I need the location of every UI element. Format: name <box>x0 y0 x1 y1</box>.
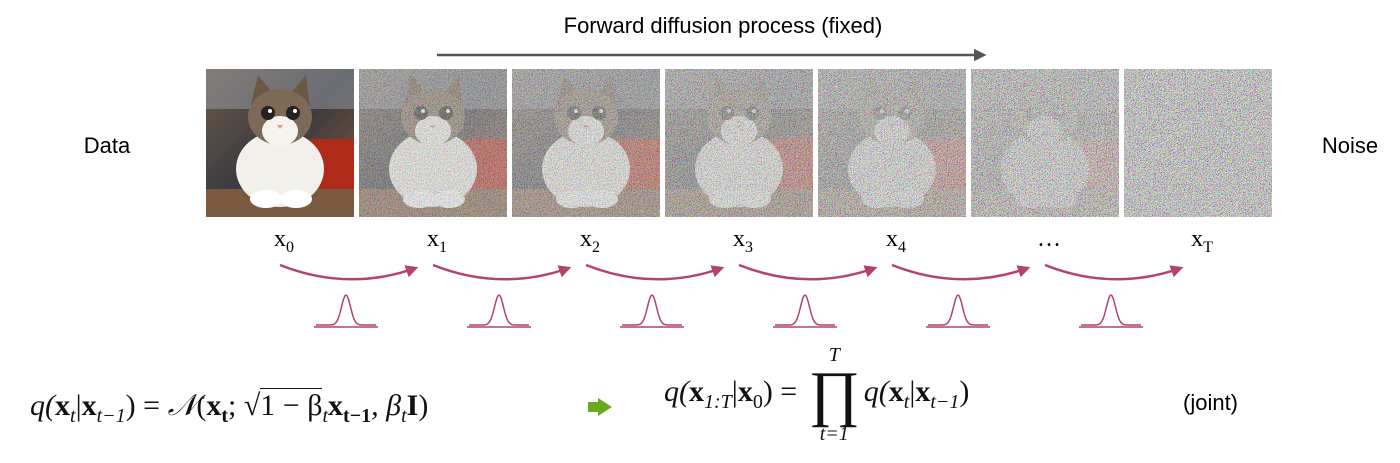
transition-arrow <box>738 263 878 281</box>
transition-arrow <box>1044 263 1184 281</box>
product: T ∏ t=1 <box>809 345 860 444</box>
frame: x1 <box>359 69 507 256</box>
formula-part: x <box>737 374 753 408</box>
formula-part: 0 <box>752 390 763 413</box>
frame: xT <box>1124 69 1272 256</box>
title: Forward diffusion process (fixed) <box>564 13 883 38</box>
gaussian-curve <box>775 294 835 326</box>
frame: x0 <box>206 69 354 256</box>
noise <box>818 69 966 217</box>
formula-part: 1:T <box>704 390 732 413</box>
frame-label-sub: T <box>1203 239 1213 256</box>
frame-label-sub: 4 <box>898 239 906 256</box>
implies-arrow <box>598 398 612 416</box>
frame-label: … <box>1037 226 1061 252</box>
frame-label-base: x <box>886 226 898 252</box>
transition-arrow <box>891 263 1031 281</box>
gaussian-curve <box>1081 294 1141 326</box>
right-label: Noise <box>1322 133 1378 158</box>
joint-formula: q(x1:T|x0) = T ∏ t=1 q(xt|xt−1) <box>664 345 969 444</box>
frame-label-sub: 3 <box>745 239 753 256</box>
frame-label-sub: 0 <box>286 239 294 256</box>
joint-right: q(xt|xt−1) <box>863 374 970 413</box>
formula-part: ; <box>227 389 244 422</box>
noise <box>359 69 507 217</box>
formula-part: ) <box>418 389 429 422</box>
noise <box>512 69 660 217</box>
frame-label-sub: 2 <box>592 239 600 256</box>
formula-part: x <box>689 374 704 408</box>
formula-part: 1 − β <box>260 388 323 422</box>
frame-label: x1 <box>427 226 447 256</box>
frame-label-base: x <box>427 226 439 252</box>
frame: x3 <box>665 69 813 256</box>
formula-part: t−1 <box>930 390 960 413</box>
noise <box>1124 69 1272 217</box>
formula-part: I <box>406 389 419 422</box>
formula-part: q( <box>30 389 55 422</box>
frame-label: x3 <box>733 226 753 256</box>
transition-arrow <box>585 263 725 281</box>
formula-part: ) = <box>125 389 168 422</box>
frame-label-base: x <box>580 226 592 252</box>
gaussian-curve <box>622 294 682 326</box>
product-symbol: ∏ <box>808 360 860 428</box>
formula-part: x <box>81 389 97 422</box>
frame-label: x4 <box>886 226 906 256</box>
formula-part: x <box>328 389 344 422</box>
formula-part: , β <box>371 389 402 422</box>
formula-part: ) = <box>762 374 805 408</box>
implies-arrow-tail <box>588 402 600 412</box>
noise <box>665 69 813 217</box>
noise <box>971 69 1119 217</box>
formula-part: | <box>909 374 916 408</box>
frame-label: x2 <box>580 226 600 256</box>
formula-part: x <box>55 389 70 422</box>
formula-part: x <box>206 389 222 422</box>
product-upper: T <box>828 344 840 366</box>
frame-label-sub: 1 <box>439 239 447 256</box>
frame-label-base: x <box>274 226 286 252</box>
frame-label-base: x <box>1191 226 1203 252</box>
joint-label: (joint) <box>1183 390 1239 415</box>
step-formula: q(xt|xt−1) = 𝒩(xt; √1 − βtxt−1, βtI) <box>30 388 428 428</box>
formula-part: t <box>322 405 329 427</box>
formula-part: t <box>903 390 910 413</box>
transition-arrow <box>432 263 572 281</box>
formula-part: ( <box>196 389 207 422</box>
formula-part: t−1 <box>343 405 372 427</box>
formula-part: √ <box>243 389 261 422</box>
frame-label-base: x <box>733 226 745 252</box>
formula-part: q( <box>863 374 889 408</box>
left-label: Data <box>84 133 131 158</box>
frame: x4 <box>818 69 966 256</box>
formula-part: 𝒩 <box>167 388 197 423</box>
frame: … <box>971 69 1119 252</box>
joint-left: q(x1:T|x0) = <box>664 374 805 413</box>
formula-part: ) <box>959 374 970 408</box>
formula-part: x <box>915 374 931 408</box>
formula-part: t <box>221 405 228 427</box>
frame-label-base: … <box>1037 226 1061 252</box>
formula-part: | <box>731 374 738 408</box>
gaussian-curve <box>316 294 376 326</box>
frame: x2 <box>512 69 660 256</box>
formula-part: t <box>401 405 407 427</box>
image <box>206 69 354 217</box>
formula-part: q( <box>664 374 689 408</box>
transition-arrow <box>279 263 419 281</box>
product-lower: t=1 <box>819 422 849 445</box>
frame-label: xT <box>1191 226 1213 256</box>
formula-part: | <box>75 389 82 422</box>
gaussian-curve <box>928 294 988 326</box>
gaussian-curve <box>469 294 529 326</box>
formula-part: t <box>70 405 76 427</box>
frames: x0 x1 x2 x3 x4… xT <box>206 69 1272 328</box>
formula-part: t−1 <box>96 405 126 427</box>
frame-label: x0 <box>274 226 294 256</box>
formula-part: x <box>888 374 904 408</box>
